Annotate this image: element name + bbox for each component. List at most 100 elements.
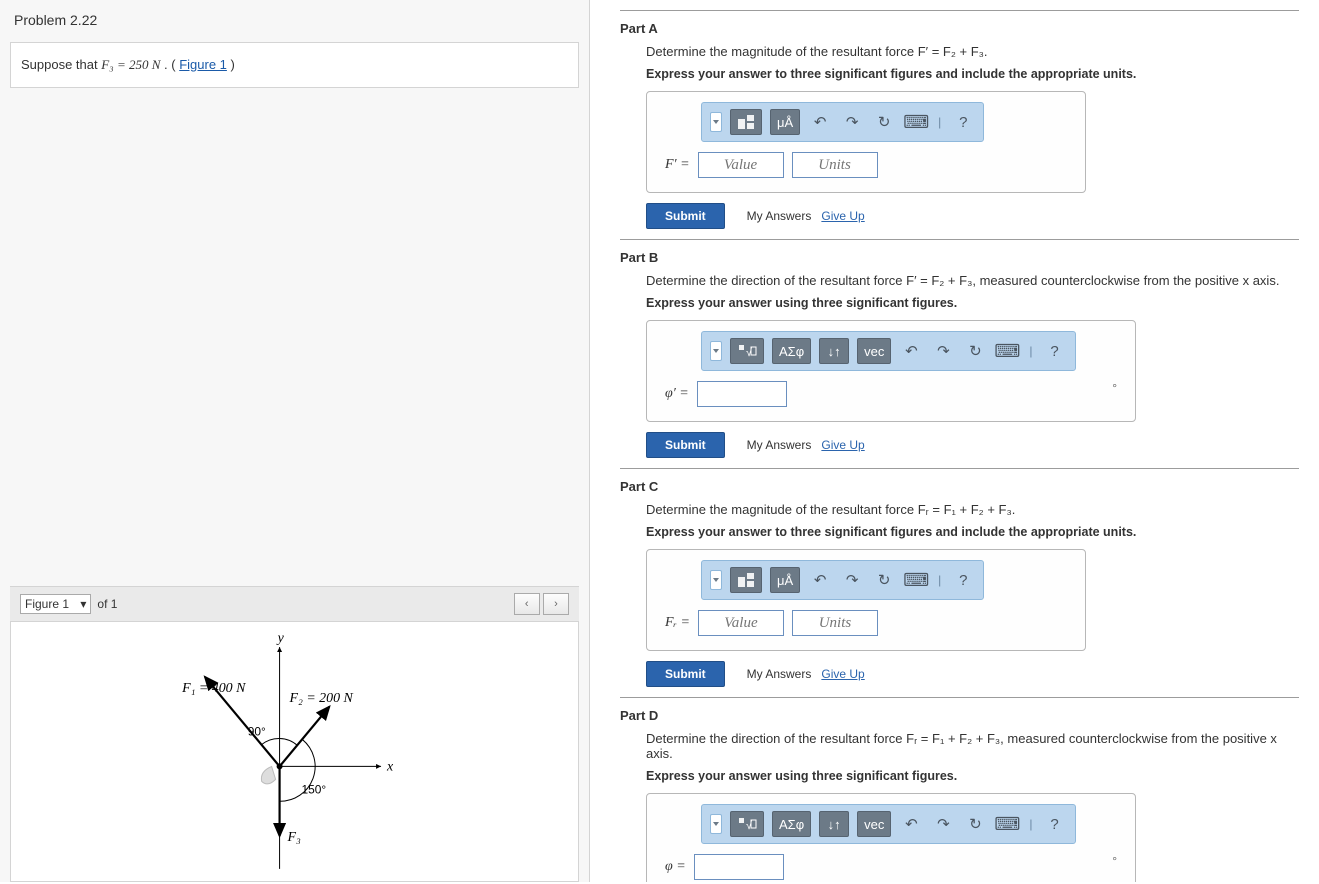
part-c-my-answers-link[interactable]: My Answers: [747, 667, 812, 681]
templates-button[interactable]: √: [730, 811, 764, 837]
keyboard-icon[interactable]: ⌨: [995, 812, 1019, 836]
stmt-force: F₃ = 250 N: [101, 57, 160, 72]
part-b-submit-button[interactable]: Submit: [646, 432, 725, 458]
toolbar-sep: |: [1029, 817, 1032, 831]
part-c-label: Part C: [620, 479, 1299, 494]
undo-icon[interactable]: ↶: [808, 568, 832, 592]
redo-icon[interactable]: ↷: [840, 568, 864, 592]
part-a-toolbar: μÅ ↶ ↷ ↻ ⌨ | ?: [701, 102, 984, 142]
figure-diagram: y x F₁ = 400 N F₂ = 200 N F₃ 90°: [11, 622, 578, 881]
part-b-prompt: Determine the direction of the resultant…: [646, 273, 1299, 288]
part-c-give-up-link[interactable]: Give Up: [821, 667, 864, 681]
redo-icon[interactable]: ↷: [931, 812, 955, 836]
undo-icon[interactable]: ↶: [899, 812, 923, 836]
figure-select-label: Figure 1: [25, 597, 69, 611]
part-d-toolbar: √ ΑΣφ ↓↑ vec ↶ ↷ ↻ ⌨ | ?: [701, 804, 1076, 844]
part-c-units-input[interactable]: [792, 610, 878, 636]
vec-button[interactable]: vec: [857, 811, 891, 837]
toolbar-toggle-icon[interactable]: [710, 341, 722, 361]
units-button[interactable]: μÅ: [770, 109, 800, 135]
part-d-var: φ =: [665, 859, 686, 875]
fig-f2-vector: [280, 707, 330, 767]
reset-icon[interactable]: ↻: [872, 110, 896, 134]
units-button[interactable]: μÅ: [770, 567, 800, 593]
part-a-label: Part A: [620, 21, 1299, 36]
part-c: Part C Determine the magnitude of the re…: [620, 468, 1299, 687]
part-b-unit: °: [1112, 381, 1121, 395]
figure-prev-button[interactable]: ‹: [514, 593, 540, 615]
problem-title: Problem 2.22: [0, 0, 589, 32]
svg-text:√: √: [746, 820, 753, 831]
stmt-prefix: Suppose that: [21, 57, 101, 72]
fig-f1-label: F₁ = 400 N: [181, 681, 246, 696]
part-d: Part D Determine the direction of the re…: [620, 697, 1299, 882]
keyboard-icon[interactable]: ⌨: [904, 110, 928, 134]
part-a-my-answers-link[interactable]: My Answers: [747, 209, 812, 223]
fig-f2-label: F₂ = 200 N: [289, 691, 354, 706]
part-c-divider: [620, 468, 1299, 469]
part-c-answer-box: μÅ ↶ ↷ ↻ ⌨ | ? Fᵣ =: [646, 549, 1086, 651]
part-b-my-answers-link[interactable]: My Answers: [747, 438, 812, 452]
part-b-instruct: Express your answer using three signific…: [646, 296, 1299, 310]
redo-icon[interactable]: ↷: [840, 110, 864, 134]
toolbar-toggle-icon[interactable]: [710, 112, 722, 132]
help-icon[interactable]: ?: [1043, 812, 1067, 836]
part-a-var: F′ =: [665, 157, 690, 173]
part-d-divider: [620, 697, 1299, 698]
part-c-submit-button[interactable]: Submit: [646, 661, 725, 687]
templates-button[interactable]: [730, 109, 762, 135]
templates-button[interactable]: √: [730, 338, 764, 364]
figure-next-button[interactable]: ›: [543, 593, 569, 615]
part-d-value-input[interactable]: [694, 854, 784, 880]
part-c-prompt: Determine the magnitude of the resultant…: [646, 502, 1299, 517]
part-a-divider: [620, 10, 1299, 11]
toolbar-sep: |: [1029, 344, 1032, 358]
greek-button[interactable]: ΑΣφ: [772, 338, 811, 364]
subsup-button[interactable]: ↓↑: [819, 338, 849, 364]
part-c-var: Fᵣ =: [665, 615, 690, 631]
toolbar-sep: |: [938, 573, 941, 587]
part-c-value-input[interactable]: [698, 610, 784, 636]
part-a: Part A Determine the magnitude of the re…: [620, 10, 1299, 229]
help-icon[interactable]: ?: [1043, 339, 1067, 363]
part-a-value-input[interactable]: [698, 152, 784, 178]
undo-icon[interactable]: ↶: [808, 110, 832, 134]
reset-icon[interactable]: ↻: [963, 812, 987, 836]
figure-panel: y x F₁ = 400 N F₂ = 200 N F₃ 90°: [10, 622, 579, 882]
templates-button[interactable]: [730, 567, 762, 593]
greek-button[interactable]: ΑΣφ: [772, 811, 811, 837]
part-d-unit: °: [1112, 854, 1121, 868]
part-d-prompt: Determine the direction of the resultant…: [646, 731, 1299, 761]
fig-f3-label: F₃: [287, 830, 301, 845]
part-a-submit-button[interactable]: Submit: [646, 203, 725, 229]
undo-icon[interactable]: ↶: [899, 339, 923, 363]
fig-support-icon: [261, 766, 275, 783]
part-b-value-input[interactable]: [697, 381, 787, 407]
part-a-units-input[interactable]: [792, 152, 878, 178]
help-icon[interactable]: ?: [951, 110, 975, 134]
fig-ang150-label: 150°: [301, 782, 326, 796]
keyboard-icon[interactable]: ⌨: [995, 339, 1019, 363]
part-b-give-up-link[interactable]: Give Up: [821, 438, 864, 452]
figure-link[interactable]: Figure 1: [179, 57, 227, 72]
part-b: Part B Determine the direction of the re…: [620, 239, 1299, 458]
help-icon[interactable]: ?: [951, 568, 975, 592]
keyboard-icon[interactable]: ⌨: [904, 568, 928, 592]
redo-icon[interactable]: ↷: [931, 339, 955, 363]
part-a-give-up-link[interactable]: Give Up: [821, 209, 864, 223]
part-d-label: Part D: [620, 708, 1299, 723]
part-b-toolbar: √ ΑΣφ ↓↑ vec ↶ ↷ ↻ ⌨ | ?: [701, 331, 1076, 371]
toolbar-sep: |: [938, 115, 941, 129]
part-b-var: φ′ =: [665, 386, 689, 402]
part-a-instruct: Express your answer to three significant…: [646, 67, 1299, 81]
figure-select[interactable]: Figure 1 ▾: [20, 594, 91, 614]
toolbar-toggle-icon[interactable]: [710, 570, 722, 590]
reset-icon[interactable]: ↻: [872, 568, 896, 592]
subsup-button[interactable]: ↓↑: [819, 811, 849, 837]
reset-icon[interactable]: ↻: [963, 339, 987, 363]
vec-button[interactable]: vec: [857, 338, 891, 364]
figure-nav: Figure 1 ▾ of 1 ‹ ›: [10, 586, 579, 622]
toolbar-toggle-icon[interactable]: [710, 814, 722, 834]
spacer: [0, 88, 589, 586]
fig-ang90-label: 90°: [248, 725, 266, 739]
